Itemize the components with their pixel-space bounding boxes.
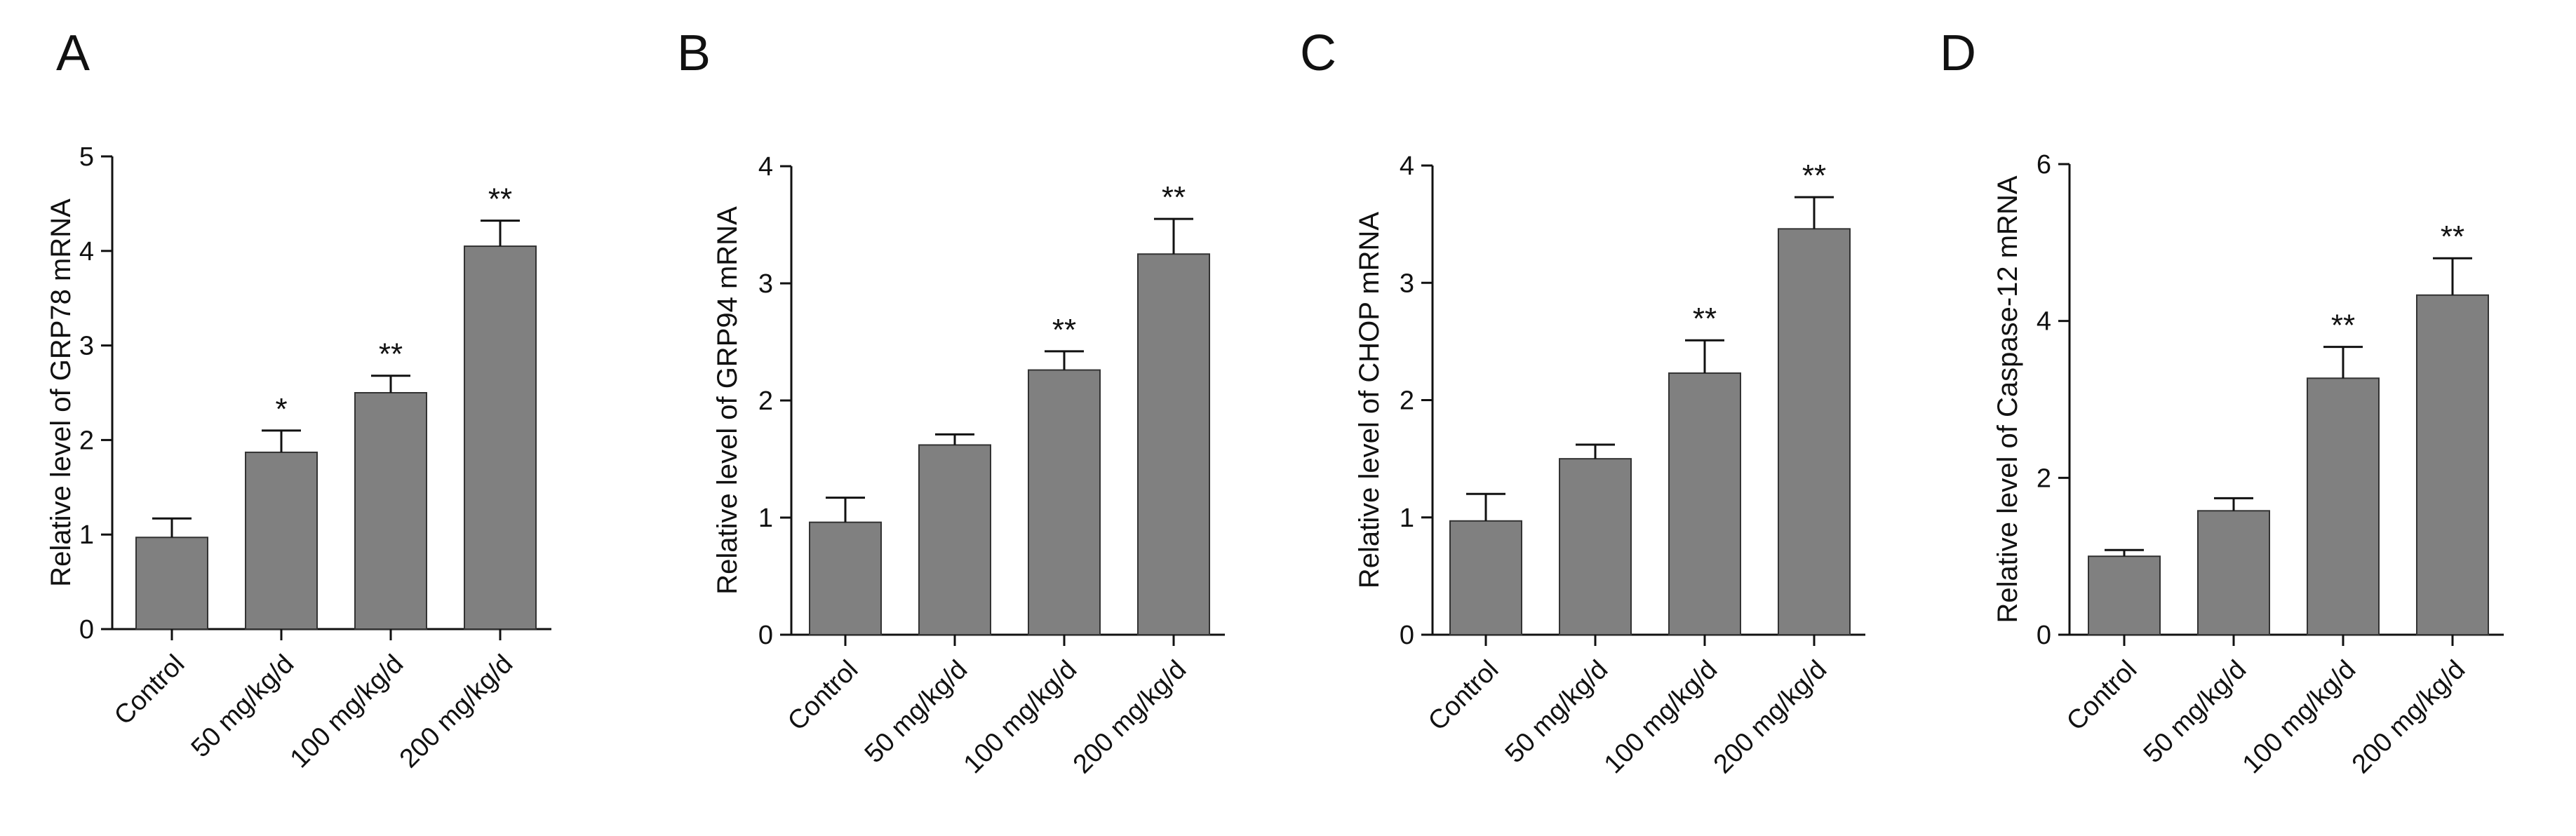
x-category-label: 50 mg/kg/d [1500, 655, 1614, 769]
x-category-label: 200 mg/kg/d [2347, 655, 2471, 780]
significance-marker: ** [2441, 220, 2464, 254]
y-axis-label: Relative level of GRP78 mRNA [46, 198, 76, 587]
x-category-label: Control [109, 649, 190, 731]
x-category-label: 50 mg/kg/d [186, 649, 300, 764]
bar [1028, 369, 1101, 636]
x-category-label: 100 mg/kg/d [1599, 655, 1724, 780]
y-tick-label: 3 [79, 332, 94, 361]
bar [2307, 377, 2380, 635]
x-category-label: 200 mg/kg/d [1068, 655, 1193, 780]
bar [354, 392, 427, 630]
y-tick-label: 4 [79, 237, 94, 267]
significance-marker: ** [1802, 159, 1826, 193]
significance-marker: ** [1052, 313, 1076, 347]
significance-marker: ** [2331, 309, 2355, 343]
y-tick-label: 2 [2037, 464, 2051, 493]
chart-panel-b: B Relative level of GRP94 mRNA 0 1 2 3 4 Contro… [677, 25, 1225, 779]
panel-letter: C [1300, 25, 1336, 81]
bar [809, 521, 882, 635]
x-category-label: Control [782, 655, 864, 736]
panel-letter: A [56, 25, 90, 81]
y-tick-label: 0 [1400, 621, 1414, 650]
bar [1668, 372, 1741, 635]
x-category-label: 100 mg/kg/d [285, 649, 410, 774]
y-tick-label: 2 [1400, 386, 1414, 416]
bar [2197, 510, 2270, 636]
panel-letter: D [1940, 25, 1976, 81]
y-tick-label: 4 [1400, 151, 1414, 181]
y-tick-label: 3 [1400, 269, 1414, 298]
y-tick-label: 0 [79, 615, 94, 645]
x-category-label: 100 mg/kg/d [2237, 655, 2362, 780]
x-category-label: 50 mg/kg/d [859, 655, 974, 769]
bar [464, 245, 537, 630]
bar [1449, 520, 1522, 636]
bar [2088, 555, 2161, 636]
significance-marker: ** [1693, 302, 1717, 336]
y-axis-label: Relative level of Caspase-12 mRNA [1992, 175, 2023, 623]
chart-panel-d: D Relative level of Caspase-12 mRNA 0 2 4 6 Co… [1940, 25, 2504, 779]
bar [1559, 458, 1632, 635]
y-tick-label: 3 [758, 269, 773, 299]
bar [135, 537, 208, 631]
y-axis-label: Relative level of GRP94 mRNA [712, 206, 743, 595]
bar [1778, 228, 1851, 635]
y-tick-label: 1 [758, 504, 773, 533]
y-tick-label: 4 [2037, 307, 2051, 337]
chart-panel-c: C Relative level of CHOP mRNA 0 1 2 3 4 Control… [1300, 25, 1865, 779]
y-axis-label: Relative level of CHOP mRNA [1354, 212, 1385, 589]
significance-marker: ** [379, 337, 403, 372]
bar [2416, 294, 2489, 635]
y-tick-label: 4 [758, 152, 773, 182]
bar [1137, 253, 1210, 635]
y-tick-label: 1 [1400, 504, 1414, 533]
x-category-label: Control [1423, 655, 1504, 736]
panel-letter: B [677, 25, 711, 81]
y-tick-label: 2 [758, 386, 773, 416]
y-tick-label: 5 [79, 142, 94, 172]
x-category-label: 50 mg/kg/d [2138, 655, 2253, 769]
significance-marker: * [275, 392, 287, 426]
bar [245, 451, 318, 631]
x-category-label: Control [2061, 655, 2142, 736]
y-tick-label: 1 [79, 520, 94, 550]
y-tick-label: 0 [2037, 621, 2051, 650]
y-tick-label: 6 [2037, 150, 2051, 180]
x-category-label: 200 mg/kg/d [394, 649, 519, 774]
bar [918, 444, 991, 636]
significance-marker: ** [488, 182, 512, 217]
y-tick-label: 0 [758, 621, 773, 650]
significance-marker: ** [1162, 180, 1186, 215]
x-category-label: 100 mg/kg/d [958, 655, 1083, 780]
y-tick-label: 2 [79, 426, 94, 455]
x-category-label: 200 mg/kg/d [1708, 655, 1833, 780]
